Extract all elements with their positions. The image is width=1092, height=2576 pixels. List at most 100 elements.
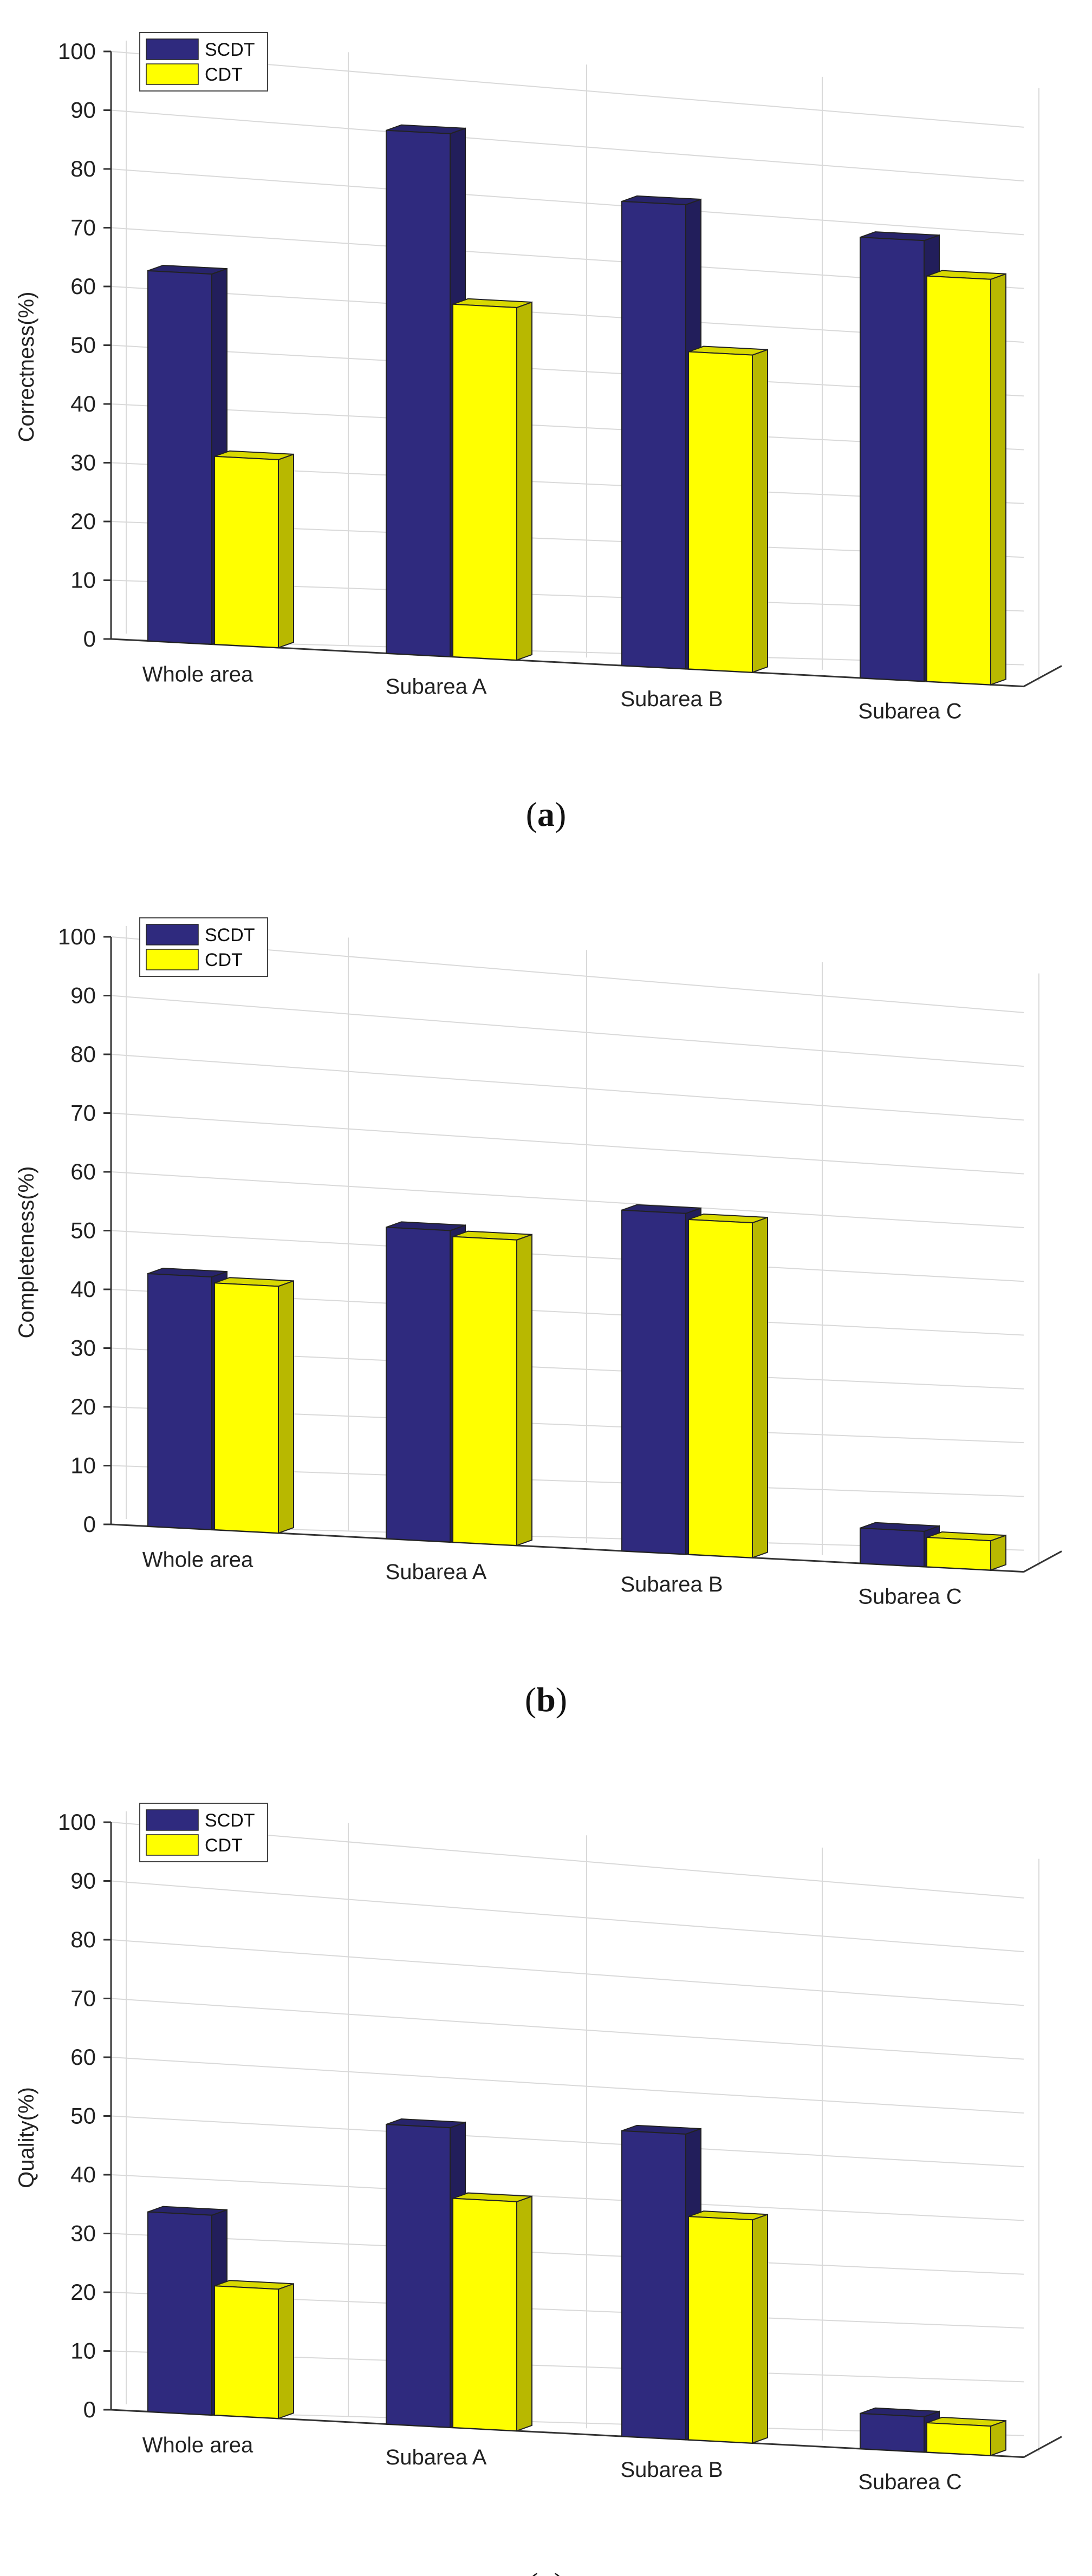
y-tick-label: 80	[70, 1041, 96, 1067]
bar-front	[688, 2216, 753, 2444]
chart-panel-b: 0 10 20 30 40 50 60 70 80 90 100 Completeness(%) Who…	[15, 917, 1062, 1719]
y-tick-label: 100	[58, 1809, 96, 1835]
x-tick-label: Subarea B	[620, 2458, 723, 2482]
gridline-y	[110, 995, 1024, 1067]
gridline-y	[110, 1939, 1024, 2006]
gridline-y	[110, 2115, 1024, 2168]
bar-front	[214, 1282, 279, 1534]
bar-cdt-1	[452, 1230, 532, 1547]
legend-label-cdt: CDT	[205, 950, 243, 970]
gridline-y	[110, 1112, 1024, 1175]
bar-front	[214, 2285, 279, 2420]
bar-cdt-3	[926, 2417, 1006, 2456]
x-tick-label: Whole area	[142, 1548, 253, 1571]
bar-front	[688, 1218, 753, 1558]
y-tick-label: 20	[70, 2279, 96, 2305]
legend-swatch-cdt	[146, 949, 199, 970]
y-tick-label: 0	[83, 2397, 96, 2422]
bar-cdt-1	[452, 2192, 532, 2432]
y-tick-label: 30	[70, 2221, 96, 2246]
y-tick-label: 90	[70, 97, 96, 123]
y-axis-label: Quality(%)	[15, 2087, 38, 2188]
gridline-y	[110, 1230, 1024, 1282]
bar-side	[278, 2282, 294, 2420]
x-axis-depth	[1023, 2436, 1062, 2458]
gridline-y	[110, 2233, 1024, 2275]
y-tick-label: 80	[70, 156, 96, 181]
gridline-y	[110, 2057, 1024, 2114]
y-tick-label: 90	[70, 983, 96, 1008]
bar-front	[621, 200, 686, 670]
y-tick-label: 60	[70, 2044, 96, 2070]
y-tick-label: 10	[70, 568, 96, 593]
bar-side	[990, 1534, 1006, 1571]
x-tick-label: Subarea C	[858, 1585, 961, 1609]
bar-side	[516, 2195, 532, 2432]
y-tick-label: 80	[70, 1927, 96, 1952]
bar-side	[278, 1280, 294, 1534]
bar-side	[278, 453, 294, 649]
y-tick-label: 10	[70, 2338, 96, 2364]
legend-label-scdt: SCDT	[205, 40, 255, 60]
legend-label-cdt: CDT	[205, 64, 243, 85]
bar-front	[860, 2412, 925, 2453]
bar-front	[860, 237, 925, 682]
bar-side	[516, 1234, 532, 1547]
bar-side	[752, 1216, 768, 1558]
legend-swatch-scdt	[146, 1809, 199, 1831]
gridline-y	[110, 109, 1024, 182]
y-tick-label: 40	[70, 391, 96, 416]
bar-cdt-0	[214, 1277, 294, 1534]
legend: SCDT CDT	[139, 917, 268, 977]
bar-cdt-1	[452, 298, 532, 661]
y-tick-label: 100	[58, 924, 96, 949]
x-tick-label: Subarea C	[858, 2470, 961, 2494]
x-tick-label: Subarea C	[858, 700, 961, 723]
legend: SCDT CDT	[139, 32, 268, 92]
legend-swatch-scdt	[146, 924, 199, 945]
legend: SCDT CDT	[139, 1803, 268, 1862]
bar-cdt-3	[926, 1531, 1006, 1571]
x-tick-label: Whole area	[142, 2433, 253, 2457]
bar-front	[926, 275, 991, 686]
y-tick-label: 10	[70, 1453, 96, 1478]
y-axis-label: Completeness(%)	[15, 1166, 38, 1339]
y-tick-label: 50	[70, 332, 96, 358]
gridline-y	[110, 2174, 1024, 2221]
gridline-y	[110, 1054, 1024, 1121]
bar-front	[621, 1209, 686, 1555]
x-axis-depth	[1023, 665, 1062, 687]
legend-label-scdt: SCDT	[205, 925, 255, 945]
y-tick-label: 0	[83, 626, 96, 651]
y-tick-label: 70	[70, 215, 96, 240]
bar-cdt-3	[926, 270, 1006, 686]
legend-swatch-cdt	[146, 63, 199, 85]
bar-front	[214, 455, 279, 649]
y-tick-label: 50	[70, 1218, 96, 1243]
x-tick-label: Subarea A	[386, 2445, 487, 2469]
bar-front	[386, 2124, 451, 2428]
chart-panel-c: 0 10 20 30 40 50 60 70 80 90 100 Quality(%) Whole ar…	[15, 1803, 1062, 2576]
bar-front	[386, 129, 451, 657]
legend-label-cdt: CDT	[205, 1835, 243, 1856]
panel-caption: (c)	[526, 2566, 565, 2576]
x-tick-label: Whole area	[142, 662, 253, 686]
y-tick-label: 30	[70, 1335, 96, 1361]
y-tick-label: 60	[70, 273, 96, 299]
gridline-y	[110, 168, 1024, 236]
y-tick-label: 90	[70, 1868, 96, 1894]
bar-front	[386, 1227, 451, 1543]
bar-front	[621, 2130, 686, 2441]
bar-front	[860, 1527, 925, 1568]
bar-front	[452, 303, 517, 661]
y-tick-label: 20	[70, 1394, 96, 1419]
bar-side	[990, 2420, 1006, 2456]
chart-panel-a: 0 10 20 30 40 50 60 70 80 90 100 Correctness(%) Whol…	[15, 32, 1062, 833]
x-tick-label: Subarea A	[386, 1560, 487, 1584]
legend-swatch-cdt	[146, 1834, 199, 1856]
x-tick-label: Subarea B	[620, 687, 723, 711]
gridline-y	[110, 1171, 1024, 1228]
bar-front	[147, 2211, 212, 2416]
bar-front	[926, 1537, 991, 1571]
